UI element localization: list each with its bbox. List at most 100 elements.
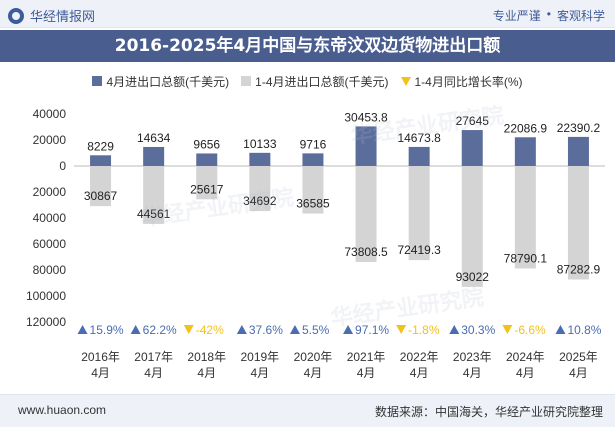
x-category-month: 4月 [410, 366, 429, 380]
data-label-monthly: 9716 [300, 137, 327, 151]
slogan-part-2: 客观科学 [556, 9, 605, 23]
x-category-year: 2016年 [81, 350, 120, 364]
bar-cumulative [514, 166, 536, 269]
data-label-cumulative: 44561 [137, 207, 171, 221]
bar-chart: 40000 20000 0 20000 40000 60000 80000 100000 120… [26, 107, 605, 380]
title-bar: 2016-2025年4月中国与东帝汶双边货物进出口额 [0, 30, 615, 62]
logo-icon [8, 7, 24, 24]
x-category-month: 4月 [197, 366, 216, 380]
bar-monthly [302, 153, 324, 166]
growth-rate-label: -42% [196, 323, 224, 337]
chart-legend: 4月进出口总额(千美元) 1-4月进出口总额(千美元) 1-4月同比增长率(%) [0, 72, 615, 90]
y-tick-label: 20000 [33, 185, 67, 199]
x-category-year: 2025年 [559, 350, 598, 364]
growth-rate-label: -1.8% [408, 323, 440, 337]
data-label-monthly: 27645 [456, 114, 490, 128]
bar-monthly [196, 153, 218, 166]
data-label-cumulative: 78790.1 [504, 251, 548, 265]
y-tick-label: 100000 [26, 289, 66, 303]
y-tick-label: 40000 [33, 211, 67, 225]
bar-monthly [461, 130, 483, 166]
data-label-monthly: 8229 [87, 139, 114, 153]
growth-rate-label: -6.6% [514, 323, 546, 337]
growth-rate-label: 30.3% [461, 323, 495, 337]
y-tick-label: 80000 [33, 263, 67, 277]
x-category-month: 4月 [357, 366, 376, 380]
y-tick-label: 120000 [26, 315, 66, 329]
y-tick-label: 60000 [33, 237, 67, 251]
growth-rate-label: 37.6% [249, 323, 283, 337]
data-label-monthly: 9656 [193, 137, 220, 151]
footer-website[interactable]: www.huaon.com [18, 403, 107, 417]
x-category-year: 2018年 [187, 350, 226, 364]
growth-down-triangle-icon [502, 325, 513, 334]
x-category-month: 4月 [251, 366, 270, 380]
bar-cumulative [355, 166, 377, 262]
bar-monthly [143, 146, 165, 166]
bar-monthly [249, 152, 271, 166]
bar-monthly [355, 126, 377, 166]
growth-rate-label: 97.1% [355, 323, 389, 337]
brand-name: 华经情报网 [30, 9, 96, 24]
growth-up-triangle-icon [77, 325, 88, 334]
x-category-month: 4月 [463, 366, 482, 380]
growth-up-triangle-icon [449, 325, 460, 334]
x-category-month: 4月 [304, 366, 323, 380]
growth-rate-label: 5.5% [302, 323, 330, 337]
bar-cumulative [461, 166, 483, 287]
bar-cumulative [302, 166, 324, 214]
growth-up-triangle-icon [130, 325, 141, 334]
x-category-month: 4月 [144, 366, 163, 380]
slogan-part-1: 专业严谨 [492, 9, 541, 23]
data-label-cumulative: 73808.5 [344, 245, 388, 259]
bar-cumulative [143, 166, 165, 224]
legend-item-cumulative: 1-4月进出口总额(千美元) [241, 73, 389, 90]
data-label-monthly: 14634 [137, 131, 171, 145]
legend-swatch-monthly [92, 76, 103, 86]
x-category-month: 4月 [569, 366, 588, 380]
footer-source: 数据来源：中国海关，华经产业研究院整理 [374, 405, 603, 419]
x-category-year: 2020年 [294, 350, 333, 364]
data-label-monthly: 10133 [243, 137, 277, 151]
data-label-monthly: 22086.9 [504, 121, 548, 135]
brand-logo[interactable]: 华经情报网 [8, 6, 95, 25]
legend-swatch-cumulative [241, 76, 252, 86]
bar-monthly [408, 146, 430, 166]
data-label-cumulative: 34692 [243, 194, 277, 208]
top-bar: 华经情报网 专业严谨 • 客观科学 [0, 0, 615, 28]
growth-rate-label: 15.9% [90, 323, 124, 337]
data-label-cumulative: 93022 [456, 270, 490, 284]
x-category-year: 2021年 [347, 350, 386, 364]
growth-down-triangle-icon [183, 325, 194, 334]
bar-cumulative [567, 166, 589, 280]
bar-monthly [514, 137, 536, 166]
data-label-cumulative: 30867 [84, 189, 118, 203]
x-category-year: 2022年 [400, 350, 439, 364]
y-tick-label: 20000 [33, 133, 67, 147]
legend-item-growth: 1-4月同比增长率(%) [400, 73, 523, 90]
x-category-year: 2024年 [506, 350, 545, 364]
data-label-cumulative: 25617 [190, 182, 224, 196]
data-label-monthly: 14673.8 [397, 131, 441, 145]
growth-up-triangle-icon [236, 325, 247, 334]
legend-label-monthly: 4月进出口总额(千美元) [106, 74, 230, 89]
x-category-year: 2019年 [240, 350, 279, 364]
chart-title: 2016-2025年4月中国与东帝汶双边货物进出口额 [114, 36, 501, 56]
y-tick-label: 0 [59, 159, 66, 173]
slogan-separator: • [546, 7, 551, 21]
slogan: 专业严谨 • 客观科学 [493, 7, 605, 24]
data-label-cumulative: 87282.9 [557, 262, 601, 276]
data-label-cumulative: 36585 [296, 197, 330, 211]
x-category-month: 4月 [91, 366, 110, 380]
bar-monthly [567, 136, 589, 166]
legend-triangle-icon [400, 76, 411, 86]
x-category-year: 2017年 [134, 350, 173, 364]
bar-cumulative [90, 166, 112, 207]
data-label-cumulative: 72419.3 [397, 243, 441, 257]
growth-up-triangle-icon [289, 325, 300, 334]
bar-cumulative [249, 166, 271, 212]
legend-label-growth: 1-4月同比增长率(%) [414, 74, 523, 89]
footer: www.huaon.com 数据来源：中国海关，华经产业研究院整理 [0, 394, 615, 427]
data-label-monthly: 30453.8 [344, 110, 388, 124]
growth-up-triangle-icon [343, 325, 354, 334]
